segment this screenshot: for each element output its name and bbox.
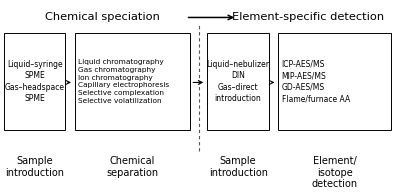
- Bar: [207, 33, 269, 130]
- Text: Chemical speciation: Chemical speciation: [45, 12, 160, 23]
- Text: Element/
isotope
detection: Element/ isotope detection: [312, 156, 358, 189]
- Text: Sample
introduction: Sample introduction: [5, 156, 64, 178]
- Text: Element-specific detection: Element-specific detection: [232, 12, 384, 23]
- Text: Liquid–syringe
SPME
Gas–headspace
SPME: Liquid–syringe SPME Gas–headspace SPME: [5, 60, 64, 103]
- Text: Liquid chromatography
Gas chromatography
Ion chromatography
Capillary electropho: Liquid chromatography Gas chromatography…: [78, 59, 169, 104]
- Text: Chemical
separation: Chemical separation: [106, 156, 158, 178]
- Bar: [278, 33, 391, 130]
- Text: Liquid–nebulizer
DIN
Gas–direct
introduction: Liquid–nebulizer DIN Gas–direct introduc…: [207, 60, 269, 103]
- Text: Sample
introduction: Sample introduction: [209, 156, 268, 178]
- Bar: [4, 33, 65, 130]
- Bar: [75, 33, 190, 130]
- Text: ICP-AES/MS
MIP-AES/MS
GD-AES/MS
Flame/furnace AA: ICP-AES/MS MIP-AES/MS GD-AES/MS Flame/fu…: [282, 60, 350, 103]
